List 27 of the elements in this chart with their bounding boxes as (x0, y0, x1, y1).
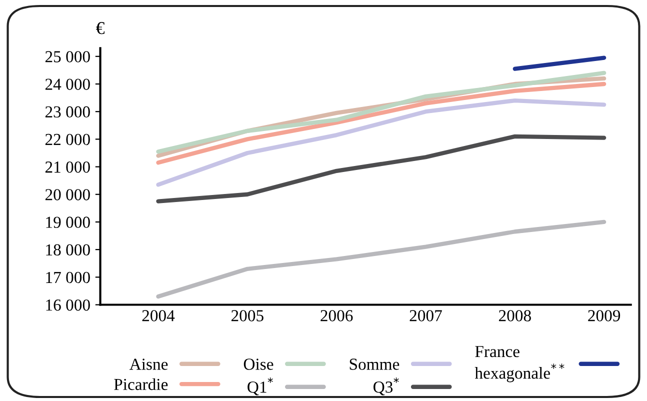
x-tick-label: 2008 (498, 310, 531, 322)
y-tick-label: 18 000 (46, 244, 90, 256)
x-tick-label: 2005 (231, 310, 264, 322)
y-tick-label: 23 000 (45, 106, 90, 118)
legend-label: Q1$^{*}$ (248, 378, 273, 396)
legend-label: Somme (350, 358, 400, 370)
legend-label: Q3$^{*}$ (374, 378, 399, 396)
legend-label: Picardie (114, 378, 168, 390)
legend-label: France hexagonale$^{**}$ (474, 346, 564, 382)
x-tick-label: 2006 (320, 310, 353, 322)
x-tick-label: 2007 (410, 310, 442, 322)
legend-label: Aisne (129, 358, 168, 370)
line-series (156, 134, 606, 204)
y-tick-label: 17 000 (46, 272, 90, 284)
y-axis-title: € (96, 22, 105, 34)
x-tick-label: 2009 (588, 310, 620, 322)
y-tick-label: 16 000 (46, 299, 90, 311)
y-tick-label: 25 000 (45, 51, 90, 62)
y-tick-label: 24 000 (45, 78, 90, 90)
y-tick-label: 21 000 (45, 161, 90, 173)
line-series (156, 220, 606, 299)
y-tick-label: 22 000 (45, 134, 90, 146)
y-tick-label: 20 000 (45, 189, 90, 200)
line-series (156, 98, 606, 187)
y-tick-label: 19 000 (46, 216, 90, 228)
x-tick-label: 2004 (142, 310, 175, 322)
legend-label: Oise (244, 358, 274, 370)
